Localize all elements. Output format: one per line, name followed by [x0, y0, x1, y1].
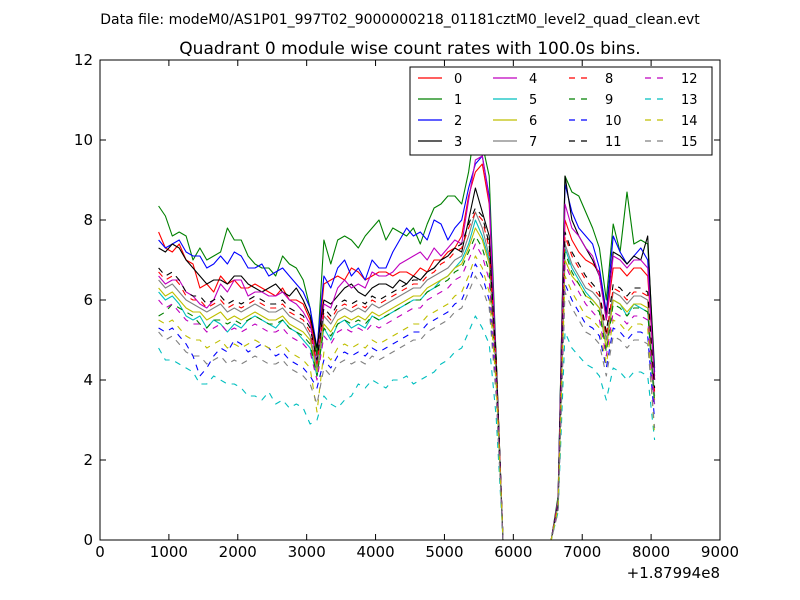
legend-label-5: 5 [529, 93, 537, 108]
legend-label-8: 8 [605, 72, 613, 87]
legend-label-11: 11 [605, 135, 622, 150]
x-tick-label: 2000 [219, 543, 257, 561]
y-tick-label: 4 [83, 371, 93, 389]
series-line-8 [158, 211, 656, 540]
legend-label-10: 10 [605, 114, 622, 129]
y-tick-label: 2 [83, 451, 93, 469]
series-line-10 [158, 263, 656, 540]
legend-label-4: 4 [529, 72, 537, 87]
legend-label-14: 14 [681, 114, 698, 129]
series-line-9 [158, 235, 656, 540]
x-tick-label: 8000 [632, 543, 670, 561]
y-tick-label: 8 [83, 211, 93, 229]
legend-label-0: 0 [454, 72, 462, 87]
legend-label-13: 13 [681, 93, 698, 108]
x-tick-label: 5000 [425, 543, 463, 561]
legend-label-7: 7 [529, 135, 537, 150]
x-tick-label: 9000 [701, 543, 739, 561]
series-line-0 [158, 163, 656, 540]
series-line-6 [158, 227, 656, 540]
series-line-4 [158, 155, 656, 540]
series-line-14 [158, 255, 656, 540]
x-tick-label: 7000 [563, 543, 601, 561]
legend-label-6: 6 [529, 114, 537, 129]
series-line-11 [158, 207, 656, 540]
legend-label-12: 12 [681, 72, 698, 87]
x-tick-label: 0 [95, 543, 105, 561]
legend-label-9: 9 [605, 93, 613, 108]
legend-box [409, 66, 713, 156]
x-tick-label: 3000 [288, 543, 326, 561]
series-line-1 [158, 123, 656, 540]
y-tick-label: 12 [74, 51, 93, 69]
series-line-2 [158, 155, 656, 540]
legend-label-15: 15 [681, 135, 698, 150]
legend-label-1: 1 [454, 93, 462, 108]
chart-suptitle: Data file: modeM0/AS1P01_997T02_90000002… [100, 12, 700, 28]
series-line-7 [158, 211, 656, 540]
chart-title: Quadrant 0 module wise count rates with … [179, 39, 640, 59]
legend-label-2: 2 [454, 114, 462, 129]
x-tick-label: 4000 [356, 543, 394, 561]
x-axis: 0 1000 2000 3000 4000 5000 6000 7000 8000 9000 [95, 60, 739, 561]
x-tick-label: 6000 [494, 543, 532, 561]
y-tick-label: 0 [83, 531, 93, 549]
x-tick-label: 1000 [150, 543, 188, 561]
series-line-13 [158, 315, 656, 540]
legend-label-3: 3 [454, 135, 462, 150]
plot-area: 0 1000 2000 3000 4000 5000 6000 7000 8000 9000 0 2… [74, 51, 739, 561]
y-tick-label: 10 [74, 131, 93, 149]
series-layer [158, 123, 656, 540]
x-offset-label: +1.87994e8 [627, 564, 720, 582]
y-tick-label: 6 [83, 291, 93, 309]
